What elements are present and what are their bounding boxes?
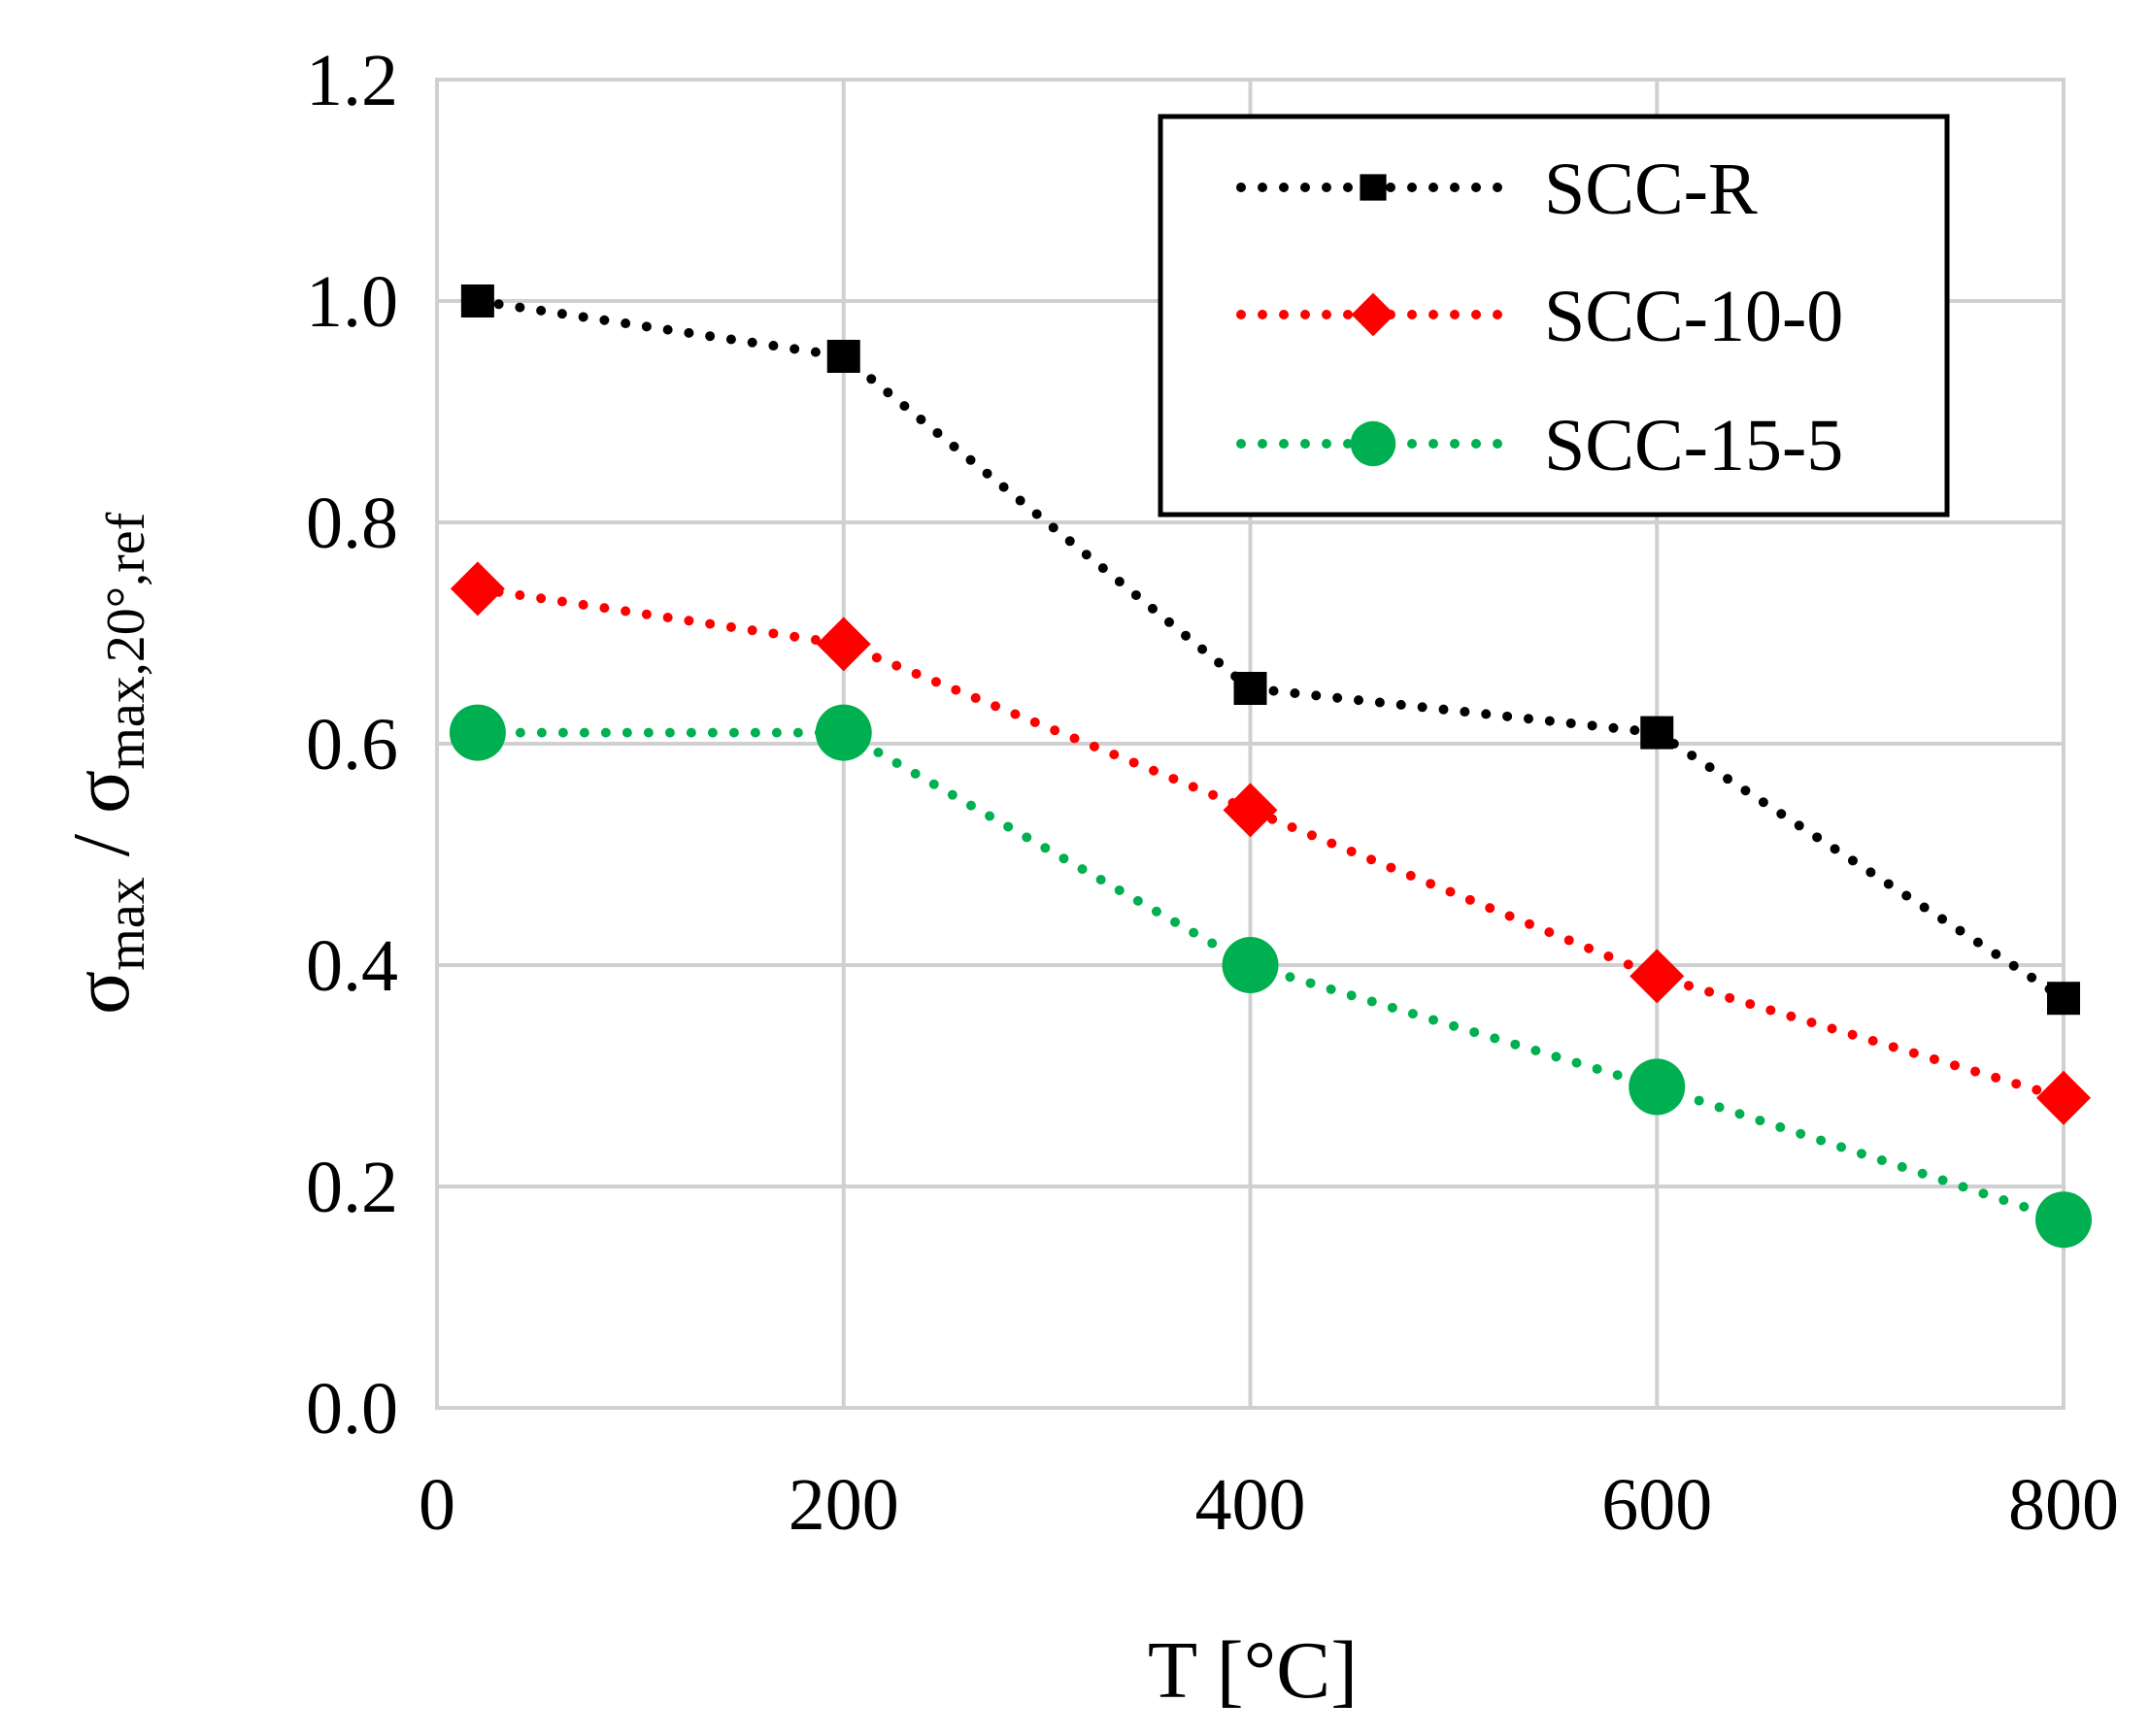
data-point-scc-10-0 (2036, 1070, 2091, 1125)
y-axis-slash: / (56, 814, 147, 877)
legend-box (1158, 114, 1950, 517)
data-point-scc-15-5 (2035, 1191, 2092, 1249)
series-group (449, 284, 2092, 1249)
series-scc-15-5 (449, 704, 2092, 1249)
series-scc-10-0 (450, 561, 2091, 1125)
legend-entry-scc-15-5: SCC-15-5 (1236, 405, 1843, 486)
legend-label-scc-r: SCC-R (1544, 149, 1758, 230)
y-axis-sub-max: max (96, 877, 156, 970)
y-tick-label: 0.8 (306, 483, 398, 564)
data-point-scc-15-5 (815, 704, 872, 761)
y-tick-labels: 0.0 0.2 0.4 0.6 0.8 1.0 1.2 (306, 40, 398, 1450)
data-point-scc-r (1233, 672, 1267, 705)
y-axis-sigma-1: σ (56, 971, 147, 1015)
legend-marker-scc-r (1360, 174, 1387, 201)
x-axis-title: T [°C] (1148, 1625, 1358, 1716)
data-point-scc-r (1640, 716, 1674, 750)
x-tick-label: 400 (1195, 1464, 1306, 1546)
y-tick-label: 0.4 (306, 925, 398, 1007)
legend-label-scc-10-0: SCC-10-0 (1544, 276, 1843, 357)
y-tick-label: 1.0 (306, 261, 398, 343)
y-axis-title: σmax / σmax,20°,ref (56, 512, 156, 1015)
legend-marker-scc-15-5 (1350, 420, 1396, 467)
y-axis-sub-ref: max,20°,ref (96, 512, 156, 769)
y-tick-label: 0.2 (306, 1147, 398, 1228)
x-tick-labels: 0 200 400 600 800 (419, 1464, 2119, 1546)
y-axis-sigma-2: σ (56, 770, 147, 814)
legend-marker-scc-10-0 (1351, 292, 1395, 337)
legend-entry-scc-10-0: SCC-10-0 (1236, 276, 1843, 357)
y-tick-label: 1.2 (306, 40, 398, 121)
legend-label-scc-15-5: SCC-15-5 (1544, 405, 1843, 486)
x-tick-label: 600 (1601, 1464, 1712, 1546)
data-point-scc-10-0 (1223, 783, 1278, 838)
data-point-scc-15-5 (1629, 1058, 1686, 1116)
data-point-scc-r (826, 340, 860, 373)
legend-entry-scc-r: SCC-R (1236, 149, 1758, 230)
x-tick-label: 800 (2008, 1464, 2119, 1546)
y-tick-label: 0.0 (306, 1368, 398, 1450)
data-point-scc-r (2047, 982, 2080, 1016)
plot-frame (435, 78, 2066, 1410)
series-line-scc-10-0 (472, 584, 2068, 1103)
x-tick-label: 0 (419, 1464, 455, 1546)
data-point-scc-10-0 (450, 561, 505, 617)
data-point-scc-15-5 (449, 704, 506, 761)
series-scc-r (460, 284, 2080, 1016)
x-tick-label: 200 (789, 1464, 899, 1546)
legend-entries: SCC-R SCC-10-0 SCC-15-5 (1236, 149, 1843, 486)
legend: SCC-R SCC-10-0 SCC-15-5 (1158, 114, 1950, 517)
y-tick-label: 0.6 (306, 704, 398, 785)
data-point-scc-15-5 (1222, 937, 1279, 993)
data-point-scc-10-0 (816, 617, 871, 672)
data-point-scc-r (460, 284, 494, 317)
data-point-scc-10-0 (1629, 949, 1685, 1004)
